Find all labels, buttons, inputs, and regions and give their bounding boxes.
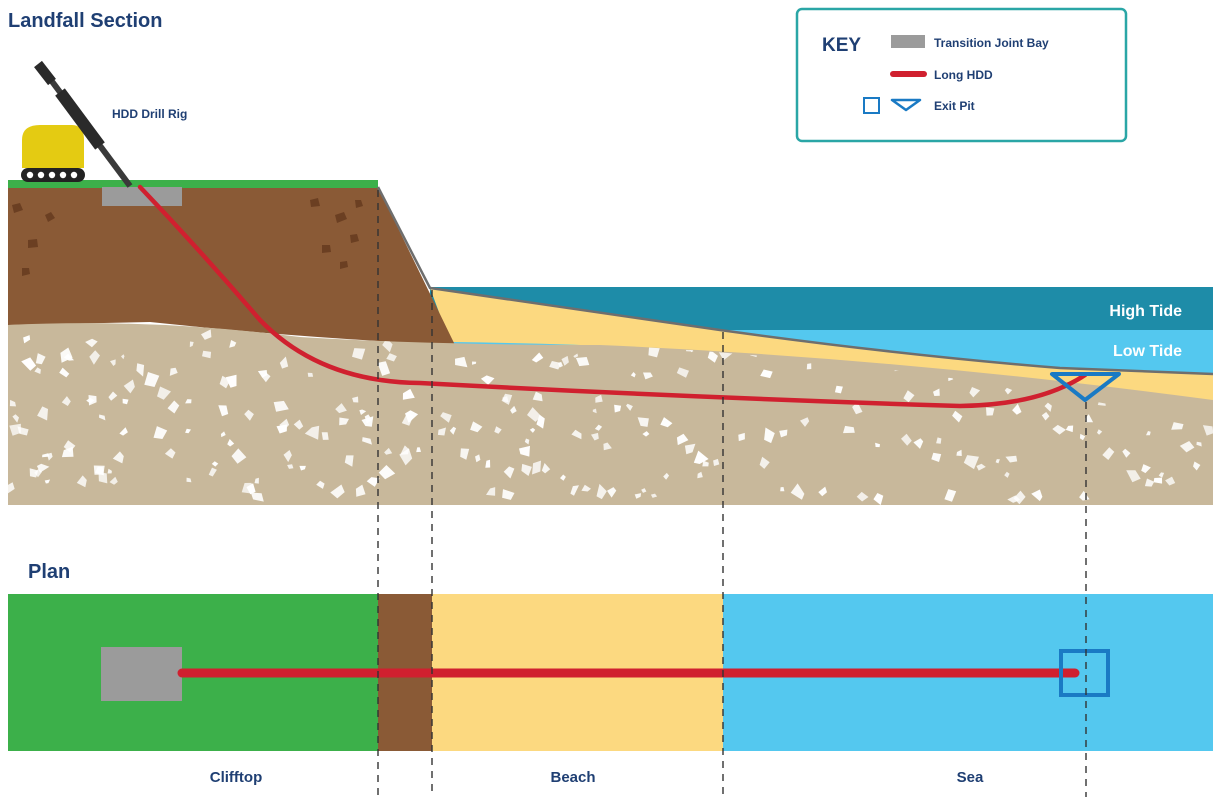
guide-lines bbox=[377, 190, 1087, 797]
key-title: KEY bbox=[822, 35, 861, 56]
key-exit-pit-label: Exit Pit bbox=[934, 99, 975, 113]
key-exit-pit-plan-swatch bbox=[863, 97, 880, 114]
key-box: KEY Transition Joint Bay Long HDD Exit P… bbox=[795, 7, 1128, 143]
zone-label-beach: Beach bbox=[550, 769, 595, 786]
zone-label-sea: Sea bbox=[957, 769, 984, 786]
high-tide-label: High Tide bbox=[1109, 303, 1182, 320]
key-hdd-label: Long HDD bbox=[934, 68, 993, 82]
hdd-drill-rig bbox=[21, 60, 133, 188]
zone-label-clifftop: Clifftop bbox=[210, 769, 262, 786]
plan-exit-pit bbox=[1059, 649, 1110, 697]
key-joint-bay-swatch bbox=[891, 35, 925, 48]
subsoil-layer bbox=[8, 323, 1213, 505]
cliff-soil bbox=[8, 187, 455, 345]
ground-profile-line bbox=[376, 186, 1213, 376]
key-joint-bay-label: Transition Joint Bay bbox=[934, 36, 1049, 50]
exit-pit-section bbox=[1050, 372, 1121, 402]
plan-title: Plan bbox=[28, 561, 70, 583]
soil-clods bbox=[12, 198, 363, 276]
key-exit-pit-section-swatch bbox=[890, 98, 922, 112]
rig-label: HDD Drill Rig bbox=[112, 107, 187, 121]
gravel-texture bbox=[8, 327, 1213, 505]
transition-joint-bay bbox=[102, 187, 182, 206]
section-title: Landfall Section bbox=[8, 10, 162, 32]
clifftop-grass bbox=[8, 180, 378, 188]
long-hdd-path bbox=[137, 184, 1088, 409]
low-tide-label: Low Tide bbox=[1113, 343, 1182, 360]
plan-transition-joint-bay bbox=[101, 647, 182, 701]
